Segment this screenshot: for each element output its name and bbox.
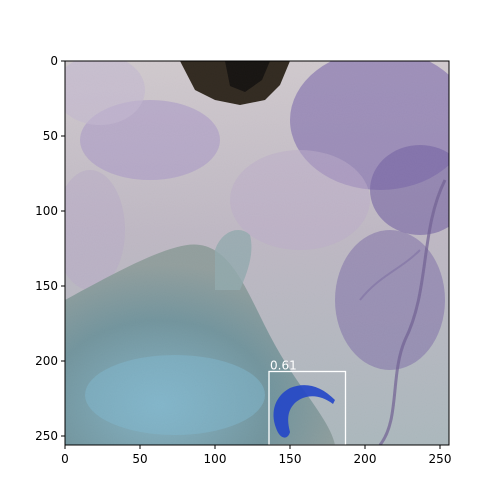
x-tick-label: 50 [132,452,147,466]
x-tick-label: 150 [279,452,302,466]
detection-mask [273,385,335,438]
y-tick-label: 50 [43,129,58,143]
detection-score-label: 0.61 [270,359,297,373]
x-axis-ticks: 0 50 100 150 200 250 [61,445,451,466]
y-axis-ticks: 0 50 100 150 200 250 [35,54,65,443]
detection-box [268,370,347,445]
axes-frame [64,60,450,446]
x-tick-label: 0 [61,452,69,466]
x-tick-label: 250 [429,452,452,466]
y-tick-label: 150 [35,279,58,293]
y-tick-label: 250 [35,429,58,443]
photo-image: 0.61 [65,61,449,445]
x-tick-label: 100 [204,452,227,466]
y-tick-label: 100 [35,204,58,218]
y-tick-label: 0 [50,54,58,68]
x-tick-label: 200 [354,452,377,466]
y-tick-label: 200 [35,354,58,368]
